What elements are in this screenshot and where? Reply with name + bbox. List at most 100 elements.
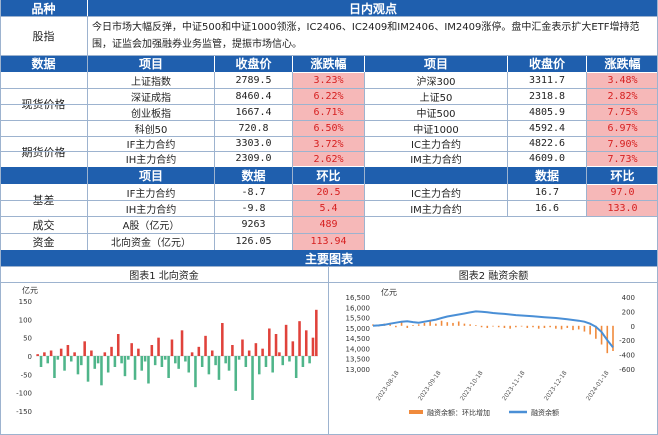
chart2-change-bar	[572, 325, 574, 331]
chart2-change-bar	[417, 324, 420, 326]
volume-chg: 489	[293, 216, 364, 233]
chart2-xtick: 2023-12-18	[543, 369, 569, 402]
spot-left-price: 8460.4	[235, 90, 272, 102]
chart1-bar	[170, 339, 174, 356]
chart1-bar	[167, 356, 170, 378]
chart1-ytick: 0	[28, 353, 32, 361]
spot-right-chg: 2.82%	[587, 89, 658, 104]
spot-left-name: 深证成指	[131, 92, 171, 104]
chart2-change-bar	[469, 324, 471, 326]
data-header-3: 收盘价	[215, 55, 292, 72]
basis-right-val: 16.6	[534, 202, 560, 214]
chart1-bar	[100, 356, 103, 386]
basis-right-val: 16.7	[534, 186, 560, 198]
basis-item-header: 项目	[138, 169, 163, 183]
chart2-balance-line	[372, 310, 614, 349]
chart1-bar	[194, 356, 197, 388]
spot-right-price: 4592.4	[528, 122, 566, 134]
futures-left-price: 2309.0	[235, 153, 272, 164]
header-view-label: 日内观点	[348, 1, 397, 16]
chart1-bar	[221, 323, 224, 356]
spot-left-name: 上证指数	[131, 76, 171, 88]
basis-header-1	[0, 167, 87, 184]
chart2-legend-change-swatch	[409, 410, 423, 414]
chart2-change-bar	[537, 325, 540, 329]
chart2-change-bar	[480, 325, 483, 328]
volume-name: A股（亿元）	[122, 221, 180, 232]
basis-left-chg: 20.5	[293, 185, 364, 200]
capital-chg: 113.94	[293, 233, 364, 250]
chart2-change-bar	[600, 325, 603, 345]
chart1-ytick: 50	[23, 335, 32, 343]
chart2-change-bar	[503, 325, 506, 328]
chart2-change-bar	[520, 325, 523, 327]
capital-name: 北向资金（亿元）	[111, 238, 191, 249]
spot-left-name: 创业板指	[131, 108, 171, 120]
chart1-bar	[281, 356, 285, 366]
data-header-5: 项目	[365, 55, 507, 72]
chart2-change-bar	[435, 323, 437, 326]
spot-right-price: 3311.7	[528, 74, 566, 86]
stock-index-text: 今日市场大幅反弹，中证500和中证1000领涨，IC2406、IC2409和IM…	[92, 22, 640, 50]
futures-left-price: 3303.0	[235, 138, 272, 149]
chart1-bar	[187, 356, 191, 373]
chart1-bar	[244, 356, 248, 367]
chart1-bar	[207, 356, 211, 375]
chart1-bar	[160, 356, 164, 367]
chart2-change-bar	[492, 325, 494, 327]
basis-header-5	[365, 167, 507, 184]
chart2-title: 图表2 融资余额	[458, 270, 529, 282]
chart1-bar	[237, 356, 241, 360]
chart1-bar	[157, 337, 160, 356]
futures-right-name: IC主力合约	[411, 140, 461, 151]
chart2-ytick-left: 15,500	[346, 315, 371, 323]
basis-header-6: 数据	[508, 167, 586, 184]
header-view: 日内观点	[88, 0, 658, 16]
spot-left-chg: 6.22%	[293, 89, 364, 104]
basis-right-chg: 133.0	[587, 201, 658, 216]
chart1-ytick: 100	[19, 316, 32, 324]
change-header-right: 涨跌幅	[604, 57, 641, 71]
chart1-bar	[49, 350, 53, 356]
basis-right-chg: 97.0	[587, 185, 658, 200]
chart2-change-bar	[583, 325, 586, 332]
change-header: 涨跌幅	[310, 57, 347, 71]
chart1-bar	[304, 330, 308, 356]
volume-label: 成交	[32, 218, 55, 232]
basis-header-4: 环比	[293, 167, 364, 184]
spot-left-price: 2789.5	[235, 74, 272, 86]
chart2-change-bar	[549, 325, 551, 328]
chart1-bar	[153, 356, 157, 366]
chart2-ytick-right: -400	[619, 352, 635, 360]
basis-chg-header: 环比	[316, 169, 341, 183]
chart2-ytick-left: 14,500	[346, 335, 371, 343]
chart2-change-bar	[589, 325, 591, 335]
spot-right-chg: 3.48%	[587, 73, 658, 88]
close-header-right: 收盘价	[528, 57, 565, 71]
chart2-change-bar	[440, 320, 443, 326]
chart2-change-bar	[543, 325, 546, 328]
spot-right-name: 中证1000	[413, 124, 459, 136]
futures-right-name: IM主力合约	[410, 155, 462, 166]
chart2-change-bar	[526, 325, 529, 328]
chart1-bar	[43, 352, 46, 356]
spot-right-chg: 7.75%	[587, 105, 658, 120]
chart1-bar	[241, 339, 244, 356]
basis-left-val: -8.7	[241, 186, 266, 198]
spot-right-name: 沪深300	[416, 76, 456, 88]
spot-right-price: 2318.8	[528, 90, 566, 102]
chart1-bar	[76, 356, 80, 375]
chart1-bar	[204, 335, 207, 356]
capital-label: 资金	[32, 235, 55, 249]
spot-left-price: 1667.4	[235, 106, 272, 118]
chart2-ytick-right: 400	[622, 294, 635, 302]
basis-left-name: IH主力合约	[125, 204, 177, 216]
chart1-bar	[80, 356, 83, 366]
chart1-bar	[184, 356, 187, 362]
chart1-bar	[123, 356, 127, 377]
basis-data-header: 数据	[241, 169, 266, 183]
chart1-bar	[247, 350, 251, 356]
data-header-4: 涨跌幅	[293, 55, 364, 72]
chart1-bar	[291, 341, 295, 356]
basis-header-2: 项目	[88, 167, 214, 184]
